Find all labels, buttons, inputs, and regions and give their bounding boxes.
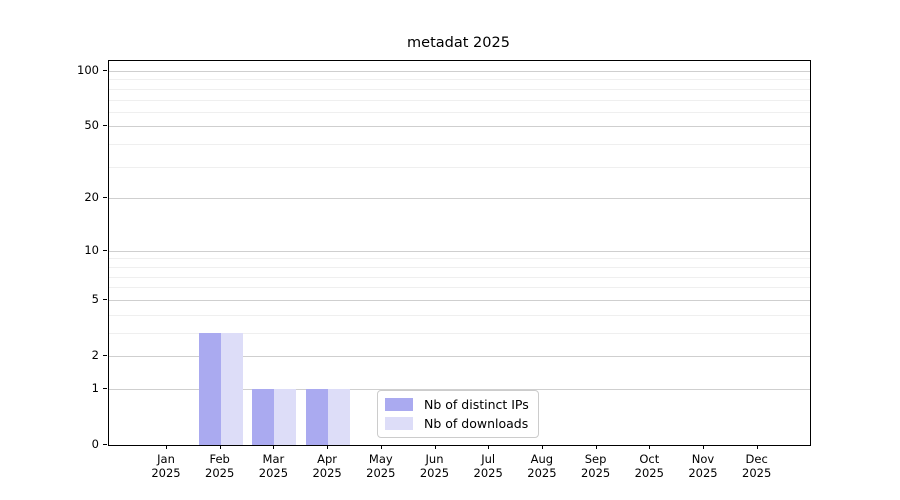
x-tick-label-may: May 2025 — [366, 452, 396, 480]
x-tick-label-sep: Sep 2025 — [580, 452, 611, 480]
legend: Nb of distinct IPs Nb of downloads — [377, 390, 539, 438]
gridline-major-1 — [109, 388, 810, 390]
chart-title: metadat 2025 — [407, 35, 510, 51]
y-tick-label-2: 2 — [91, 348, 99, 362]
legend-swatch-downloads — [385, 417, 413, 430]
x-tick-feb — [219, 445, 221, 449]
x-tick-label-apr: Apr 2025 — [312, 452, 342, 480]
x-tick-label-feb: Feb 2025 — [205, 452, 235, 480]
y-tick-label-10: 10 — [84, 242, 99, 257]
gridline-minor-9 — [109, 258, 810, 260]
x-tick-nov — [703, 445, 704, 449]
gridline-minor-30 — [109, 166, 810, 168]
gridline-major-2 — [109, 356, 810, 357]
gridline-minor-4 — [109, 314, 810, 316]
legend-item-downloads: Nb of downloads — [385, 417, 529, 430]
x-tick-apr — [327, 445, 329, 449]
x-tick-label-aug: Aug 2025 — [527, 452, 557, 480]
gridline-minor-90 — [109, 79, 810, 81]
y-tick-label-50: 50 — [84, 118, 99, 133]
gridline-minor-60 — [109, 111, 810, 113]
bar-apr-nb-of-downloads — [328, 388, 351, 445]
y-tick-label-1: 1 — [91, 380, 99, 395]
x-tick-label-dec: Dec 2025 — [742, 452, 772, 480]
bar-apr-nb-of-distinct-ips — [306, 388, 329, 445]
bar-mar-nb-of-distinct-ips — [252, 388, 275, 445]
y-tick-1 — [103, 387, 107, 389]
bar-feb-nb-of-distinct-ips — [198, 332, 221, 445]
x-tick-oct — [649, 445, 651, 449]
x-tick-label-jun: Jun 2025 — [419, 452, 450, 480]
gridline-major-5 — [109, 299, 810, 301]
x-tick-jul — [488, 445, 490, 449]
bar-feb-nb-of-downloads — [220, 332, 243, 445]
gridline-minor-70 — [109, 99, 810, 101]
x-tick-jun — [434, 445, 436, 449]
y-tick-5 — [103, 298, 107, 300]
y-tick-label-100: 100 — [77, 63, 99, 77]
x-tick-label-oct: Oct 2025 — [634, 452, 664, 480]
x-tick-label-jan: Jan 2025 — [151, 452, 181, 480]
y-tick-100 — [103, 70, 107, 71]
x-tick-label-jul: Jul 2025 — [473, 452, 503, 480]
legend-item-distinct-ips: Nb of distinct IPs — [385, 398, 529, 411]
y-tick-label-5: 5 — [91, 291, 99, 306]
x-tick-sep — [595, 445, 597, 449]
y-tick-0 — [103, 444, 107, 445]
y-tick-10 — [103, 249, 107, 251]
gridline-minor-40 — [109, 144, 810, 146]
gridline-minor-7 — [109, 276, 810, 278]
gridline-minor-6 — [109, 287, 810, 289]
legend-label-downloads: Nb of downloads — [424, 416, 529, 431]
gridline-major-10 — [109, 250, 810, 252]
gridline-minor-80 — [109, 88, 810, 90]
legend-swatch-distinct-ips — [385, 398, 413, 411]
x-tick-aug — [541, 445, 543, 449]
x-tick-label-mar: Mar 2025 — [258, 452, 289, 480]
gridline-minor-3 — [109, 332, 810, 334]
x-tick-label-nov: Nov 2025 — [688, 452, 718, 480]
y-tick-2 — [103, 355, 107, 356]
x-tick-may — [380, 445, 382, 449]
gridline-minor-8 — [109, 266, 810, 268]
plot-area: Nb of distinct IPs Nb of downloads — [108, 60, 811, 446]
legend-label-distinct-ips: Nb of distinct IPs — [424, 397, 529, 412]
y-tick-label-20: 20 — [84, 190, 99, 205]
y-tick-label-0: 0 — [91, 437, 99, 451]
x-tick-mar — [273, 445, 275, 449]
gridline-major-50 — [109, 126, 810, 128]
x-tick-jan — [166, 445, 167, 449]
gridline-major-100 — [109, 71, 810, 72]
y-tick-50 — [103, 125, 107, 127]
gridline-major-20 — [109, 198, 810, 200]
bar-mar-nb-of-downloads — [274, 388, 297, 445]
y-tick-20 — [103, 197, 107, 199]
x-tick-dec — [756, 445, 758, 449]
